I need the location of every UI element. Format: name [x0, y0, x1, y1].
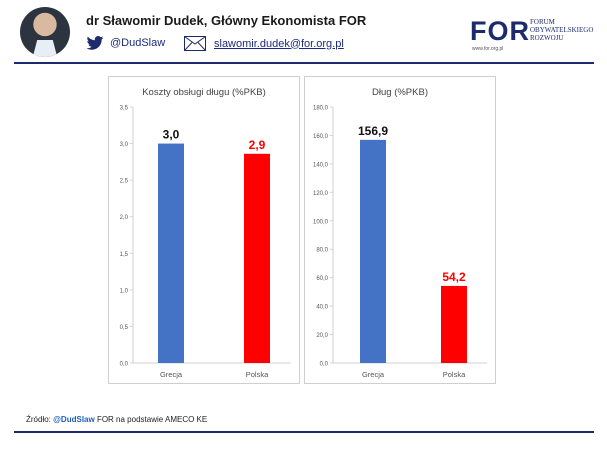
y-tick-label: 180,0	[313, 106, 329, 112]
y-tick-label: 3,5	[120, 106, 129, 112]
y-tick-label: 3,0	[120, 142, 129, 148]
twitter-icon	[86, 36, 104, 50]
y-tick-label: 80,0	[316, 248, 328, 254]
y-tick-label: 0,5	[120, 325, 129, 331]
y-tick-label: 0,0	[320, 362, 329, 368]
top-divider	[14, 62, 594, 64]
chart-debt-service-svg: Koszty obsługi długu (%PKB) 0,0 0,5 1,0 1,5 2…	[120, 87, 291, 379]
twitter-handle: @DudSlaw	[110, 37, 166, 49]
y-tick-label: 1,0	[120, 288, 129, 294]
chart-debt-service: Koszty obsługi długu (%PKB) 0,0 0,5 1,0 1,5 2…	[108, 76, 300, 384]
chart-debt-svg: Dług (%PKB) 0,0 20,0 40,0 60,0 80,0 100,0 120,0…	[313, 87, 487, 379]
y-tick-label: 140,0	[313, 162, 329, 168]
bar-polska	[441, 285, 467, 363]
for-logo: FOR FORUM OBYWATELSKIEGO ROZWOJU www.for…	[470, 16, 594, 52]
twitter-link[interactable]: @DudSlaw	[86, 36, 165, 50]
y-tick-label: 1,5	[120, 252, 129, 258]
x-tick-label: Grecja	[362, 370, 385, 379]
logo-line: ROZWOJU	[530, 34, 564, 42]
logo-line: OBYWATELSKIEGO	[530, 26, 594, 34]
header: dr Sławomir Dudek, Główny Ekonomista FOR…	[0, 0, 607, 66]
chart-title: Dług (%PKB)	[372, 87, 428, 98]
data-label: 156,9	[358, 124, 388, 138]
source-prefix: Źródło:	[26, 415, 54, 424]
data-label: 54,2	[442, 270, 466, 284]
bar-grecja	[158, 143, 184, 363]
y-tick-label: 0,0	[120, 362, 129, 368]
data-label: 3,0	[163, 128, 180, 142]
author-avatar	[20, 7, 70, 57]
logo-text: FOR	[470, 16, 530, 46]
data-label: 2,9	[249, 138, 266, 152]
y-tick-label: 120,0	[313, 191, 329, 197]
chart-debt: Dług (%PKB) 0,0 20,0 40,0 60,0 80,0 100,0 120,0…	[304, 76, 496, 384]
chart-title: Koszty obsługi długu (%PKB)	[142, 87, 266, 98]
logo-line: FORUM	[530, 18, 555, 26]
y-tick-label: 60,0	[316, 276, 328, 282]
y-tick-label: 40,0	[316, 305, 328, 311]
bar-grecja	[360, 139, 386, 363]
bottom-divider	[14, 431, 594, 433]
y-tick-label: 2,0	[120, 215, 129, 221]
email-link[interactable]: slawomir.dudek@for.org.pl	[184, 36, 344, 51]
y-tick-label: 2,5	[120, 179, 129, 185]
logo-url: www.for.org.pl	[472, 46, 504, 52]
source-handle: @DudSlaw	[53, 415, 95, 424]
email-address: slawomir.dudek@for.org.pl	[214, 37, 344, 50]
y-tick-label: 160,0	[313, 134, 329, 140]
x-tick-label: Polska	[246, 370, 269, 379]
bar-polska	[244, 153, 270, 363]
source-suffix: FOR na podstawie AMECO KE	[94, 415, 208, 424]
x-tick-label: Grecja	[160, 370, 183, 379]
source-note: Źródło: @DudSlaw FOR na podstawie AMECO …	[26, 415, 207, 424]
author-name: dr Sławomir Dudek, Główny Ekonomista FOR	[86, 13, 367, 28]
x-tick-label: Polska	[443, 370, 466, 379]
y-tick-label: 20,0	[316, 333, 328, 339]
y-tick-label: 100,0	[313, 219, 329, 225]
mail-icon	[184, 36, 206, 51]
logo-subtitle: FORUM OBYWATELSKIEGO ROZWOJU	[530, 18, 594, 42]
